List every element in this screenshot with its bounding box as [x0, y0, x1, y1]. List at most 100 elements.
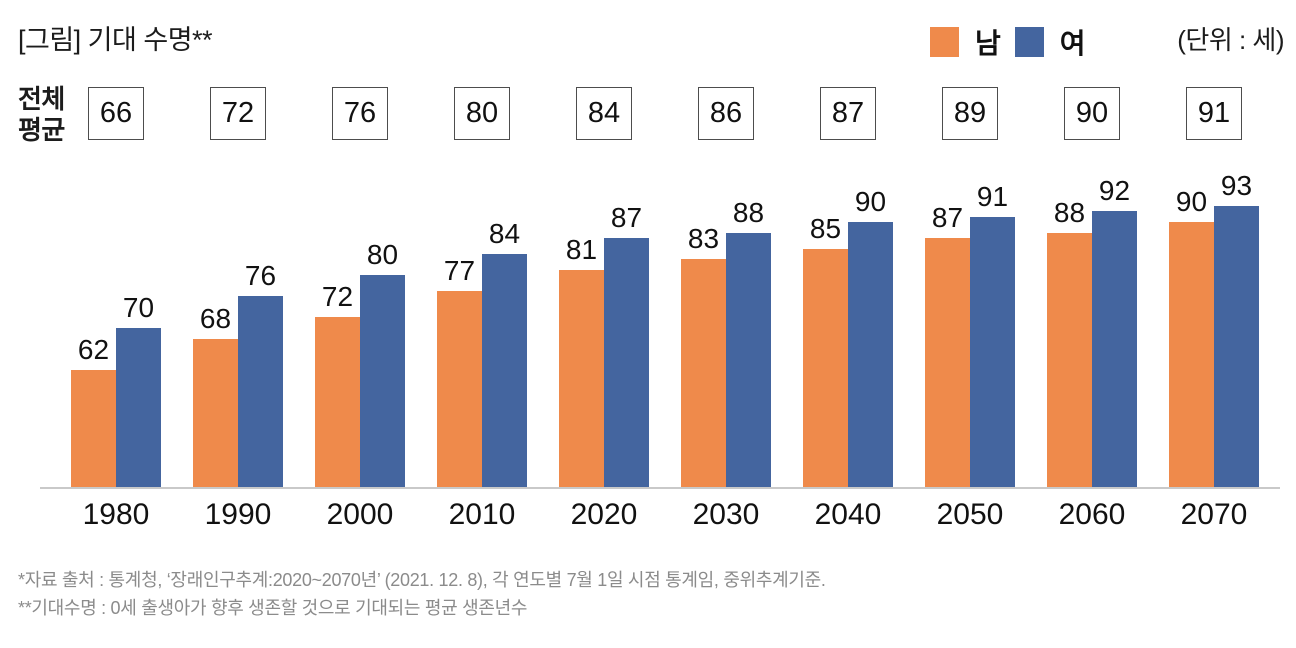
bar-남-2040 [803, 248, 848, 487]
x-axis-label-2010: 2010 [448, 498, 516, 531]
bar-group-2060: 88 92 [1031, 155, 1153, 487]
bar-value-label: 77 [443, 254, 476, 286]
average-value-box: 72 [210, 87, 266, 140]
average-value-box: 84 [576, 87, 632, 140]
average-value-box: 76 [332, 87, 388, 140]
average-value-box: 87 [820, 87, 876, 140]
bar-column-남-1990: 68 [193, 303, 238, 487]
bar-value-label: 93 [1220, 170, 1253, 202]
average-cell: 66 [55, 87, 177, 140]
bar-column-여-2070: 93 [1214, 170, 1259, 487]
bar-남-2030 [681, 259, 726, 487]
bar-남-2070 [1169, 222, 1214, 487]
bar-value-label: 70 [122, 292, 155, 323]
bar-group-2030: 83 88 [665, 155, 787, 487]
bar-column-여-1990: 76 [238, 260, 283, 487]
bar-group-1980: 62 70 [55, 155, 177, 487]
bar-value-label: 68 [199, 302, 232, 334]
chart-title: [그림] 기대 수명** [18, 25, 213, 55]
average-value-box: 80 [454, 87, 510, 140]
x-axis-line [40, 487, 1280, 489]
x-axis-label-2020: 2020 [570, 498, 638, 531]
legend-item-여: 여 [1014, 22, 1086, 62]
bar-value-label: 81 [565, 233, 598, 265]
bar-column-남-2040: 85 [803, 212, 848, 487]
bar-여-2040 [848, 222, 893, 487]
average-cell: 86 [665, 87, 787, 140]
bar-column-남-2030: 83 [681, 223, 726, 487]
bar-남-2000 [315, 317, 360, 487]
bar-여-2000 [360, 275, 405, 487]
bar-group-2050: 87 91 [909, 155, 1031, 487]
average-cell: 72 [177, 87, 299, 140]
x-axis-label-2070: 2070 [1180, 498, 1248, 531]
bar-value-label: 76 [244, 260, 277, 292]
bar-남-2020 [559, 269, 604, 487]
bar-column-남-2060: 88 [1047, 197, 1092, 487]
legend-label: 여 [1059, 28, 1086, 59]
bar-column-남-2010: 77 [437, 255, 482, 487]
bar-column-남-2070: 90 [1169, 186, 1214, 487]
footnotes: *자료 출처 : 통계청, ‘장래인구추계:2020~2070년’ (2021.… [18, 566, 826, 622]
bar-column-남-1980: 62 [71, 334, 116, 487]
bar-column-여-2030: 88 [726, 197, 771, 487]
footnote-2: **기대수명 : 0세 출생아가 향후 생존할 것으로 기대되는 평균 생존년수 [18, 598, 528, 618]
bar-value-label: 90 [854, 186, 887, 217]
bar-value-label: 83 [687, 223, 720, 255]
overall-average-label-line2: 평균 [18, 115, 65, 145]
average-cell: 90 [1031, 87, 1153, 140]
bar-group-2020: 81 87 [543, 155, 665, 487]
bar-column-남-2020: 81 [559, 234, 604, 487]
bar-value-label: 80 [366, 239, 399, 270]
x-axis-label-1990: 1990 [204, 498, 272, 531]
average-value-box: 89 [942, 87, 998, 140]
average-value-box: 90 [1064, 87, 1120, 140]
bar-남-1990 [193, 338, 238, 487]
bar-group-2010: 77 84 [421, 155, 543, 487]
x-axis-label-2000: 2000 [326, 498, 394, 531]
bar-남-2050 [925, 237, 970, 487]
bar-value-label: 90 [1175, 186, 1208, 217]
x-axis-label-2030: 2030 [692, 498, 760, 531]
average-cell: 84 [543, 87, 665, 140]
overall-average-row: 66 72 76 80 84 86 87 89 90 91 [55, 87, 1275, 140]
average-value-box: 66 [88, 87, 144, 140]
average-value-box: 91 [1186, 87, 1242, 140]
bar-여-2010 [482, 253, 527, 487]
bar-column-남-2050: 87 [925, 202, 970, 487]
bar-여-2070 [1214, 206, 1259, 487]
bar-chart-plot: 62 70 68 76 72 80 77 84 81 87 83 88 85 90 87 91 88 92 90 93 [55, 155, 1275, 487]
bar-group-2070: 90 93 [1153, 155, 1275, 487]
bar-group-2040: 85 90 [787, 155, 909, 487]
bar-value-label: 92 [1098, 175, 1131, 207]
bar-column-여-2050: 91 [970, 181, 1015, 487]
average-value-box: 86 [698, 87, 754, 140]
x-axis-label-1980: 1980 [82, 498, 150, 531]
bar-여-1990 [238, 296, 283, 487]
bar-여-2060 [1092, 211, 1137, 487]
footnote-1: *자료 출처 : 통계청, ‘장래인구추계:2020~2070년’ (2021.… [18, 570, 826, 590]
unit-label: (단위 : 세) [1177, 25, 1284, 55]
legend-swatch-icon [930, 27, 959, 57]
bar-value-label: 72 [321, 281, 354, 313]
bar-group-1990: 68 76 [177, 155, 299, 487]
bar-value-label: 91 [976, 180, 1009, 212]
bar-여-1980 [116, 328, 161, 487]
bar-column-여-2020: 87 [604, 202, 649, 487]
bar-group-2000: 72 80 [299, 155, 421, 487]
bar-column-여-2060: 92 [1092, 175, 1137, 487]
bar-column-여-2000: 80 [360, 239, 405, 487]
bar-value-label: 85 [809, 212, 842, 244]
bar-남-1980 [71, 370, 116, 487]
x-axis-label-2050: 2050 [936, 498, 1004, 531]
x-axis-label-2040: 2040 [814, 498, 882, 531]
bar-value-label: 84 [488, 217, 521, 249]
legend-label: 남 [975, 28, 1001, 59]
average-cell: 87 [787, 87, 909, 140]
bar-column-여-2040: 90 [848, 186, 893, 487]
x-axis-label-2060: 2060 [1058, 498, 1126, 531]
legend-swatch-icon [1014, 27, 1044, 57]
x-axis-labels: 1980 1990 2000 2010 2020 2030 2040 2050 2060 2070 [55, 498, 1275, 532]
